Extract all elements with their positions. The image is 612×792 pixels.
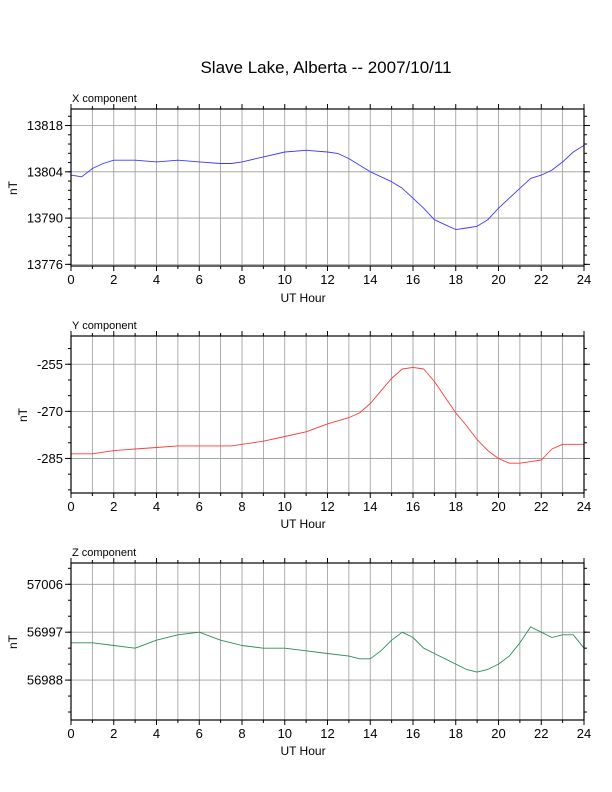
- chart-main-title: Slave Lake, Alberta -- 2007/10/11: [200, 58, 452, 77]
- x-tick-label: 16: [406, 726, 420, 741]
- x-tick-label: 6: [196, 499, 203, 514]
- x-tick-label: 2: [110, 726, 117, 741]
- x-tick-label: 22: [534, 726, 548, 741]
- x-tick-label: 24: [577, 726, 591, 741]
- panel-title: Z component: [72, 547, 136, 559]
- x-tick-label: 16: [406, 499, 420, 514]
- x-tick-label: 0: [67, 272, 74, 287]
- x-tick-label: 20: [491, 272, 505, 287]
- y-tick-label: 13804: [27, 164, 63, 179]
- x-tick-label: 8: [238, 272, 245, 287]
- x-tick-label: 20: [491, 499, 505, 514]
- x-tick-label: 12: [320, 499, 334, 514]
- data-series-line: [70, 145, 585, 231]
- x-tick-label: 18: [449, 272, 463, 287]
- y-tick-label: 13790: [27, 211, 63, 226]
- x-tick-label: 8: [238, 726, 245, 741]
- x-tick-label: 24: [577, 272, 591, 287]
- x-tick-label: 10: [278, 272, 292, 287]
- data-series-line: [71, 366, 584, 464]
- panel-title: Y component: [72, 320, 137, 332]
- x-tick-label: 4: [153, 272, 160, 287]
- y-tick-label: 57006: [27, 577, 63, 592]
- y-tick-label: 56997: [27, 625, 63, 640]
- y-tick-label: 56988: [27, 673, 63, 688]
- x-axis-label: UT Hour: [280, 744, 325, 758]
- x-tick-label: 4: [153, 499, 160, 514]
- x-axis-label: UT Hour: [280, 291, 325, 305]
- x-tick-label: 18: [449, 499, 463, 514]
- x-tick-label: 14: [363, 272, 377, 287]
- x-tick-label: 22: [534, 499, 548, 514]
- y-tick-label: 13776: [27, 257, 63, 272]
- data-series-line: [71, 626, 585, 673]
- y-axis-label: nT: [6, 180, 20, 195]
- x-tick-label: 8: [238, 499, 245, 514]
- y-tick-label: -255: [37, 357, 63, 372]
- y-tick-label: -270: [37, 404, 63, 419]
- y-axis-label: nT: [16, 407, 30, 422]
- z-component-panel: Z component UT Hour nT 0 2 4 6 8 10 12 14 16 18 20…: [6, 547, 591, 758]
- x-tick-label: 22: [534, 272, 548, 287]
- x-tick-label: 10: [278, 499, 292, 514]
- x-tick-label: 0: [67, 499, 74, 514]
- x-tick-label: 6: [196, 726, 203, 741]
- x-tick-label: 6: [196, 272, 203, 287]
- x-component-panel: X component UT Hour nT 0 2 4 6 8 10 12 14 16 18 20…: [6, 93, 591, 305]
- x-tick-label: 12: [320, 726, 334, 741]
- x-tick-label: 24: [577, 499, 591, 514]
- x-tick-label: 14: [363, 499, 377, 514]
- x-tick-label: 0: [67, 726, 74, 741]
- x-tick-label: 2: [110, 499, 117, 514]
- x-tick-label: 10: [278, 726, 292, 741]
- y-component-panel: Y component UT Hour nT 0 2 4 6 8 10 12 14 16 18 20…: [16, 320, 591, 531]
- x-tick-label: 2: [110, 272, 117, 287]
- y-axis-label: nT: [6, 634, 20, 649]
- y-tick-label: 13818: [27, 118, 63, 133]
- x-tick-label: 16: [406, 272, 420, 287]
- x-tick-label: 12: [320, 272, 334, 287]
- x-tick-label: 14: [363, 726, 377, 741]
- x-tick-label: 4: [153, 726, 160, 741]
- x-tick-label: 20: [491, 726, 505, 741]
- y-tick-label: -285: [37, 451, 63, 466]
- x-tick-label: 18: [449, 726, 463, 741]
- x-axis-label: UT Hour: [280, 517, 325, 531]
- panel-title: X component: [72, 93, 137, 105]
